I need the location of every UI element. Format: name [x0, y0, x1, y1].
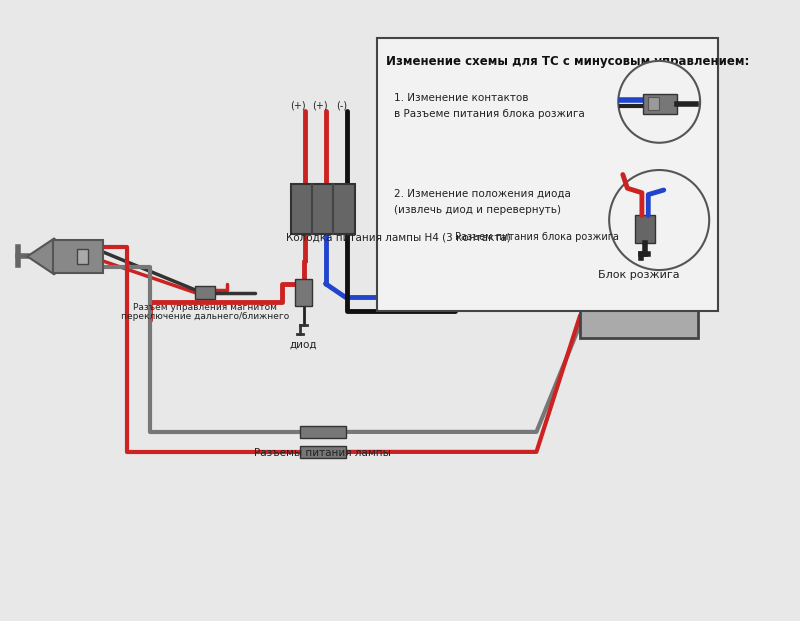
FancyBboxPatch shape — [53, 240, 102, 273]
FancyBboxPatch shape — [300, 445, 346, 458]
Text: Разъем питания блока розжига: Разъем питания блока розжига — [454, 232, 618, 242]
FancyBboxPatch shape — [634, 215, 654, 243]
Text: (+): (+) — [290, 100, 306, 110]
FancyBboxPatch shape — [300, 425, 346, 438]
Text: переключение дальнего/ближнего: переключение дальнего/ближнего — [122, 312, 290, 321]
Circle shape — [609, 170, 709, 270]
FancyBboxPatch shape — [643, 94, 678, 114]
Text: Колодка питания лампы Н4 (3 контакта): Колодка питания лампы Н4 (3 контакта) — [286, 233, 511, 243]
FancyBboxPatch shape — [580, 211, 698, 338]
Text: 1. Изменение контактов: 1. Изменение контактов — [394, 93, 528, 102]
Text: Разъемы питания лампы: Разъемы питания лампы — [254, 448, 391, 458]
FancyBboxPatch shape — [378, 38, 718, 311]
FancyBboxPatch shape — [195, 286, 215, 299]
FancyBboxPatch shape — [291, 184, 354, 233]
FancyBboxPatch shape — [546, 245, 582, 258]
FancyBboxPatch shape — [295, 279, 312, 306]
Text: Блок розжига: Блок розжига — [598, 270, 680, 279]
Text: в Разъеме питания блока розжига: в Разъеме питания блока розжига — [394, 109, 585, 119]
Text: (-): (-) — [336, 100, 347, 110]
Text: (+): (+) — [312, 100, 328, 110]
FancyBboxPatch shape — [648, 97, 659, 110]
Text: Изменение схемы для ТС с минусовым управлением:: Изменение схемы для ТС с минусовым управ… — [386, 55, 750, 68]
FancyBboxPatch shape — [78, 249, 88, 264]
Circle shape — [618, 61, 700, 143]
Text: (извлечь диод и перевернуть): (извлечь диод и перевернуть) — [394, 204, 561, 215]
Text: Разъем управления магнитом: Разъем управления магнитом — [134, 303, 278, 312]
Text: диод: диод — [290, 339, 318, 350]
Text: 2. Изменение положения диода: 2. Изменение положения диода — [394, 188, 570, 198]
Polygon shape — [27, 238, 54, 274]
